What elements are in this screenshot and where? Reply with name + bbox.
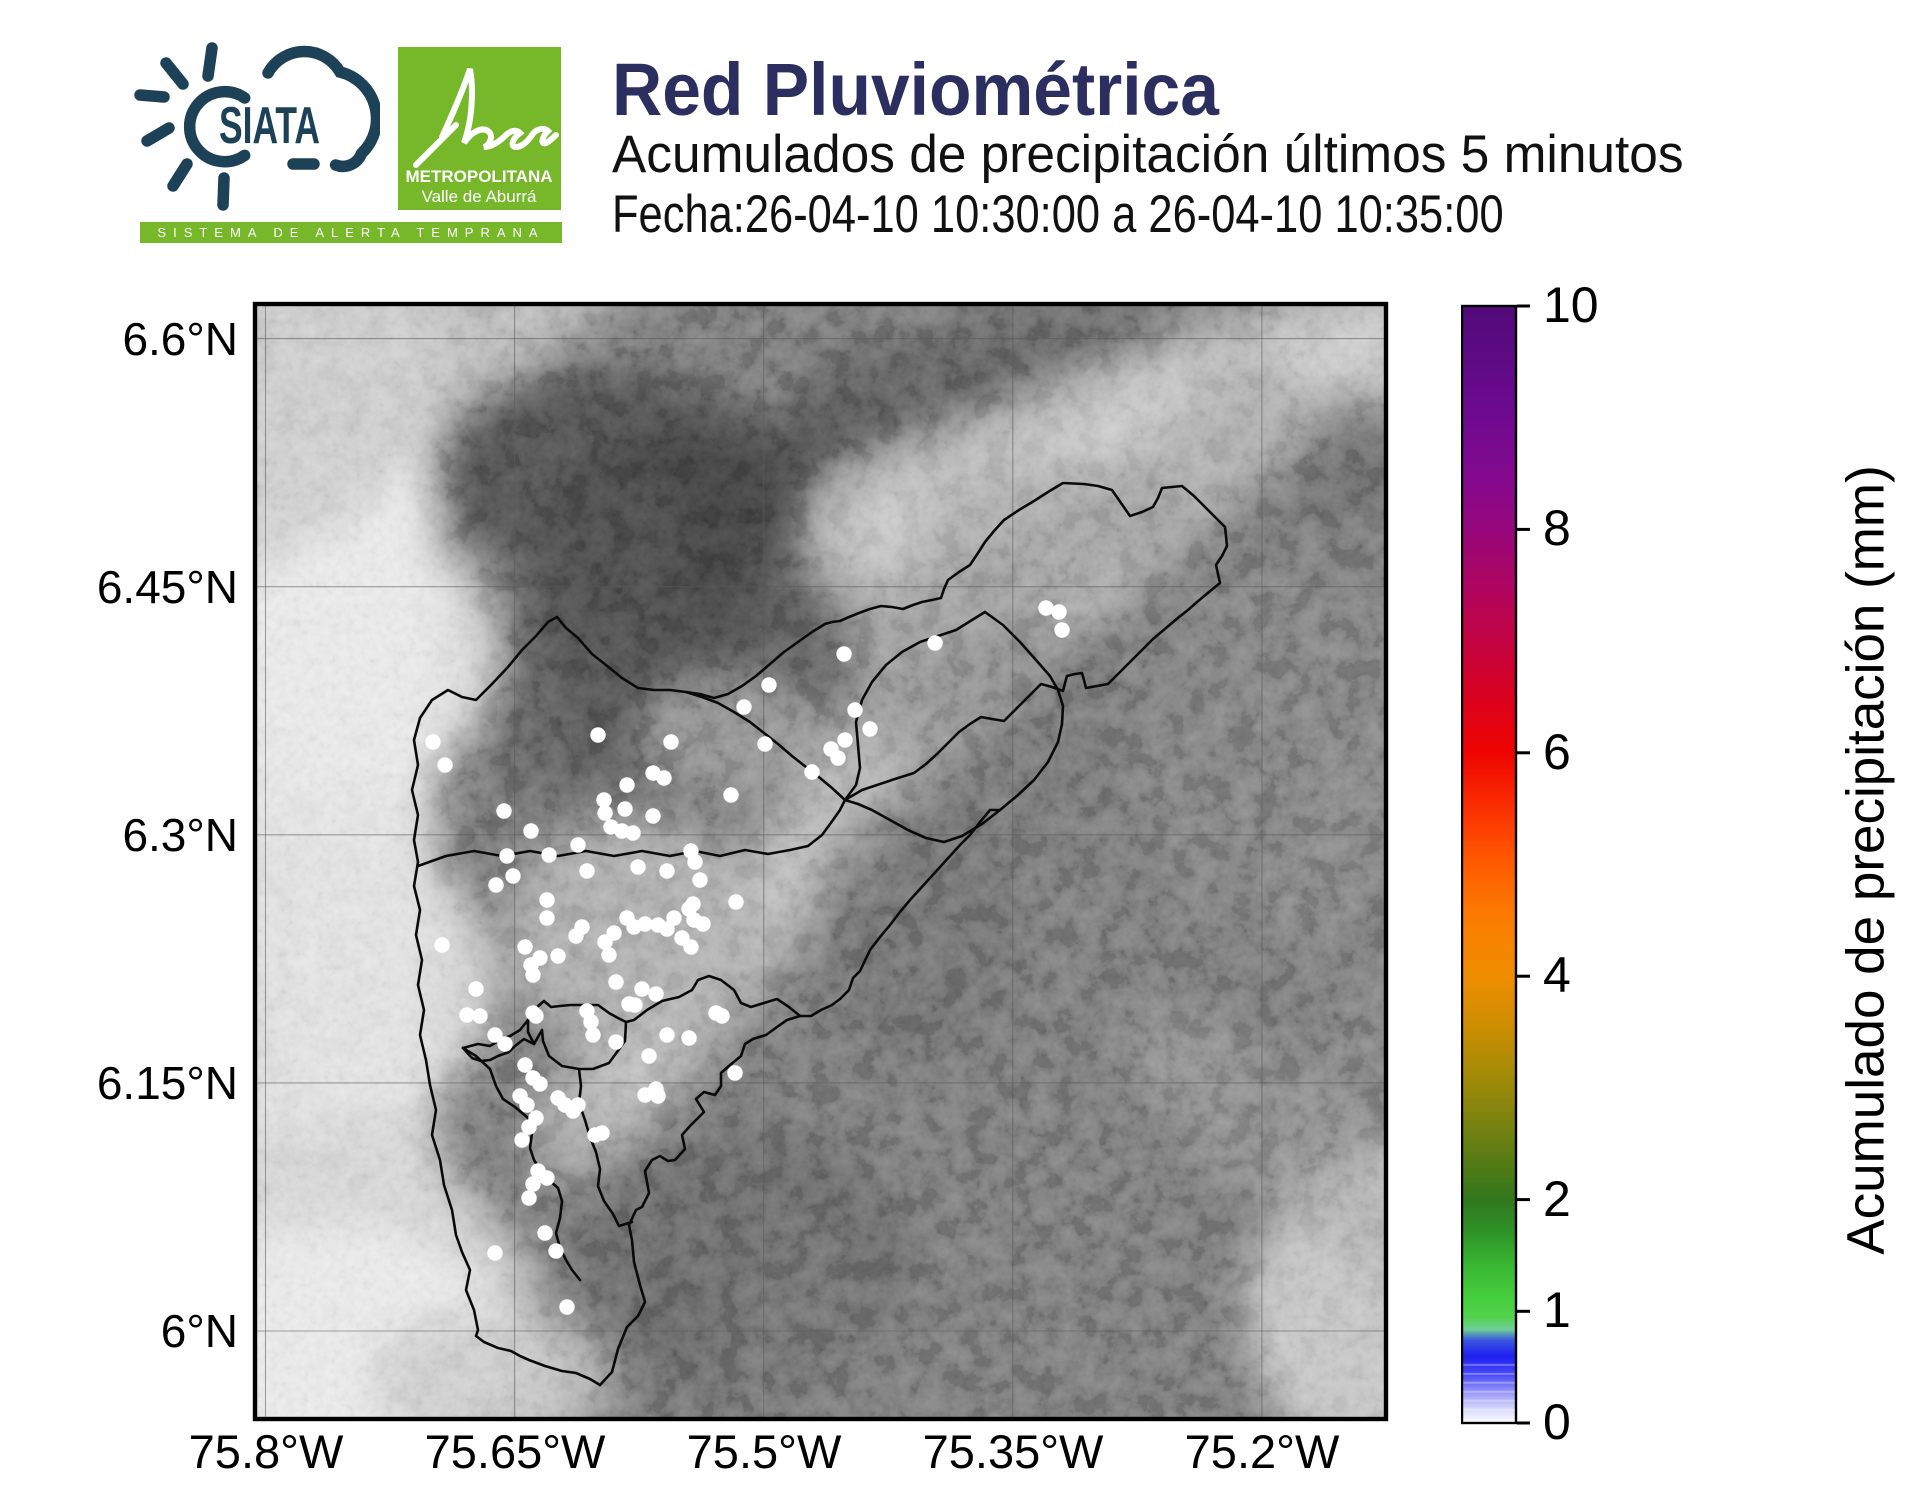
svg-text:METROPOLITANA: METROPOLITANA xyxy=(405,167,552,186)
svg-text:Valle de Aburrá: Valle de Aburrá xyxy=(422,187,538,206)
svg-text:SIATA: SIATA xyxy=(219,97,320,155)
